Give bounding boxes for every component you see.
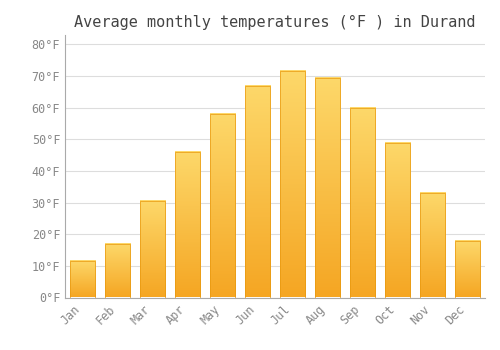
Bar [350,108,375,298]
Bar [245,86,270,298]
Bar [105,244,130,298]
Bar [315,78,340,298]
Bar [70,261,95,298]
Bar [420,193,445,298]
Bar [455,240,480,298]
Bar [175,152,200,298]
Bar [280,71,305,298]
Bar [210,114,235,298]
Bar [140,201,165,298]
Bar [385,142,410,298]
Title: Average monthly temperatures (°F ) in Durand: Average monthly temperatures (°F ) in Du… [74,15,476,30]
